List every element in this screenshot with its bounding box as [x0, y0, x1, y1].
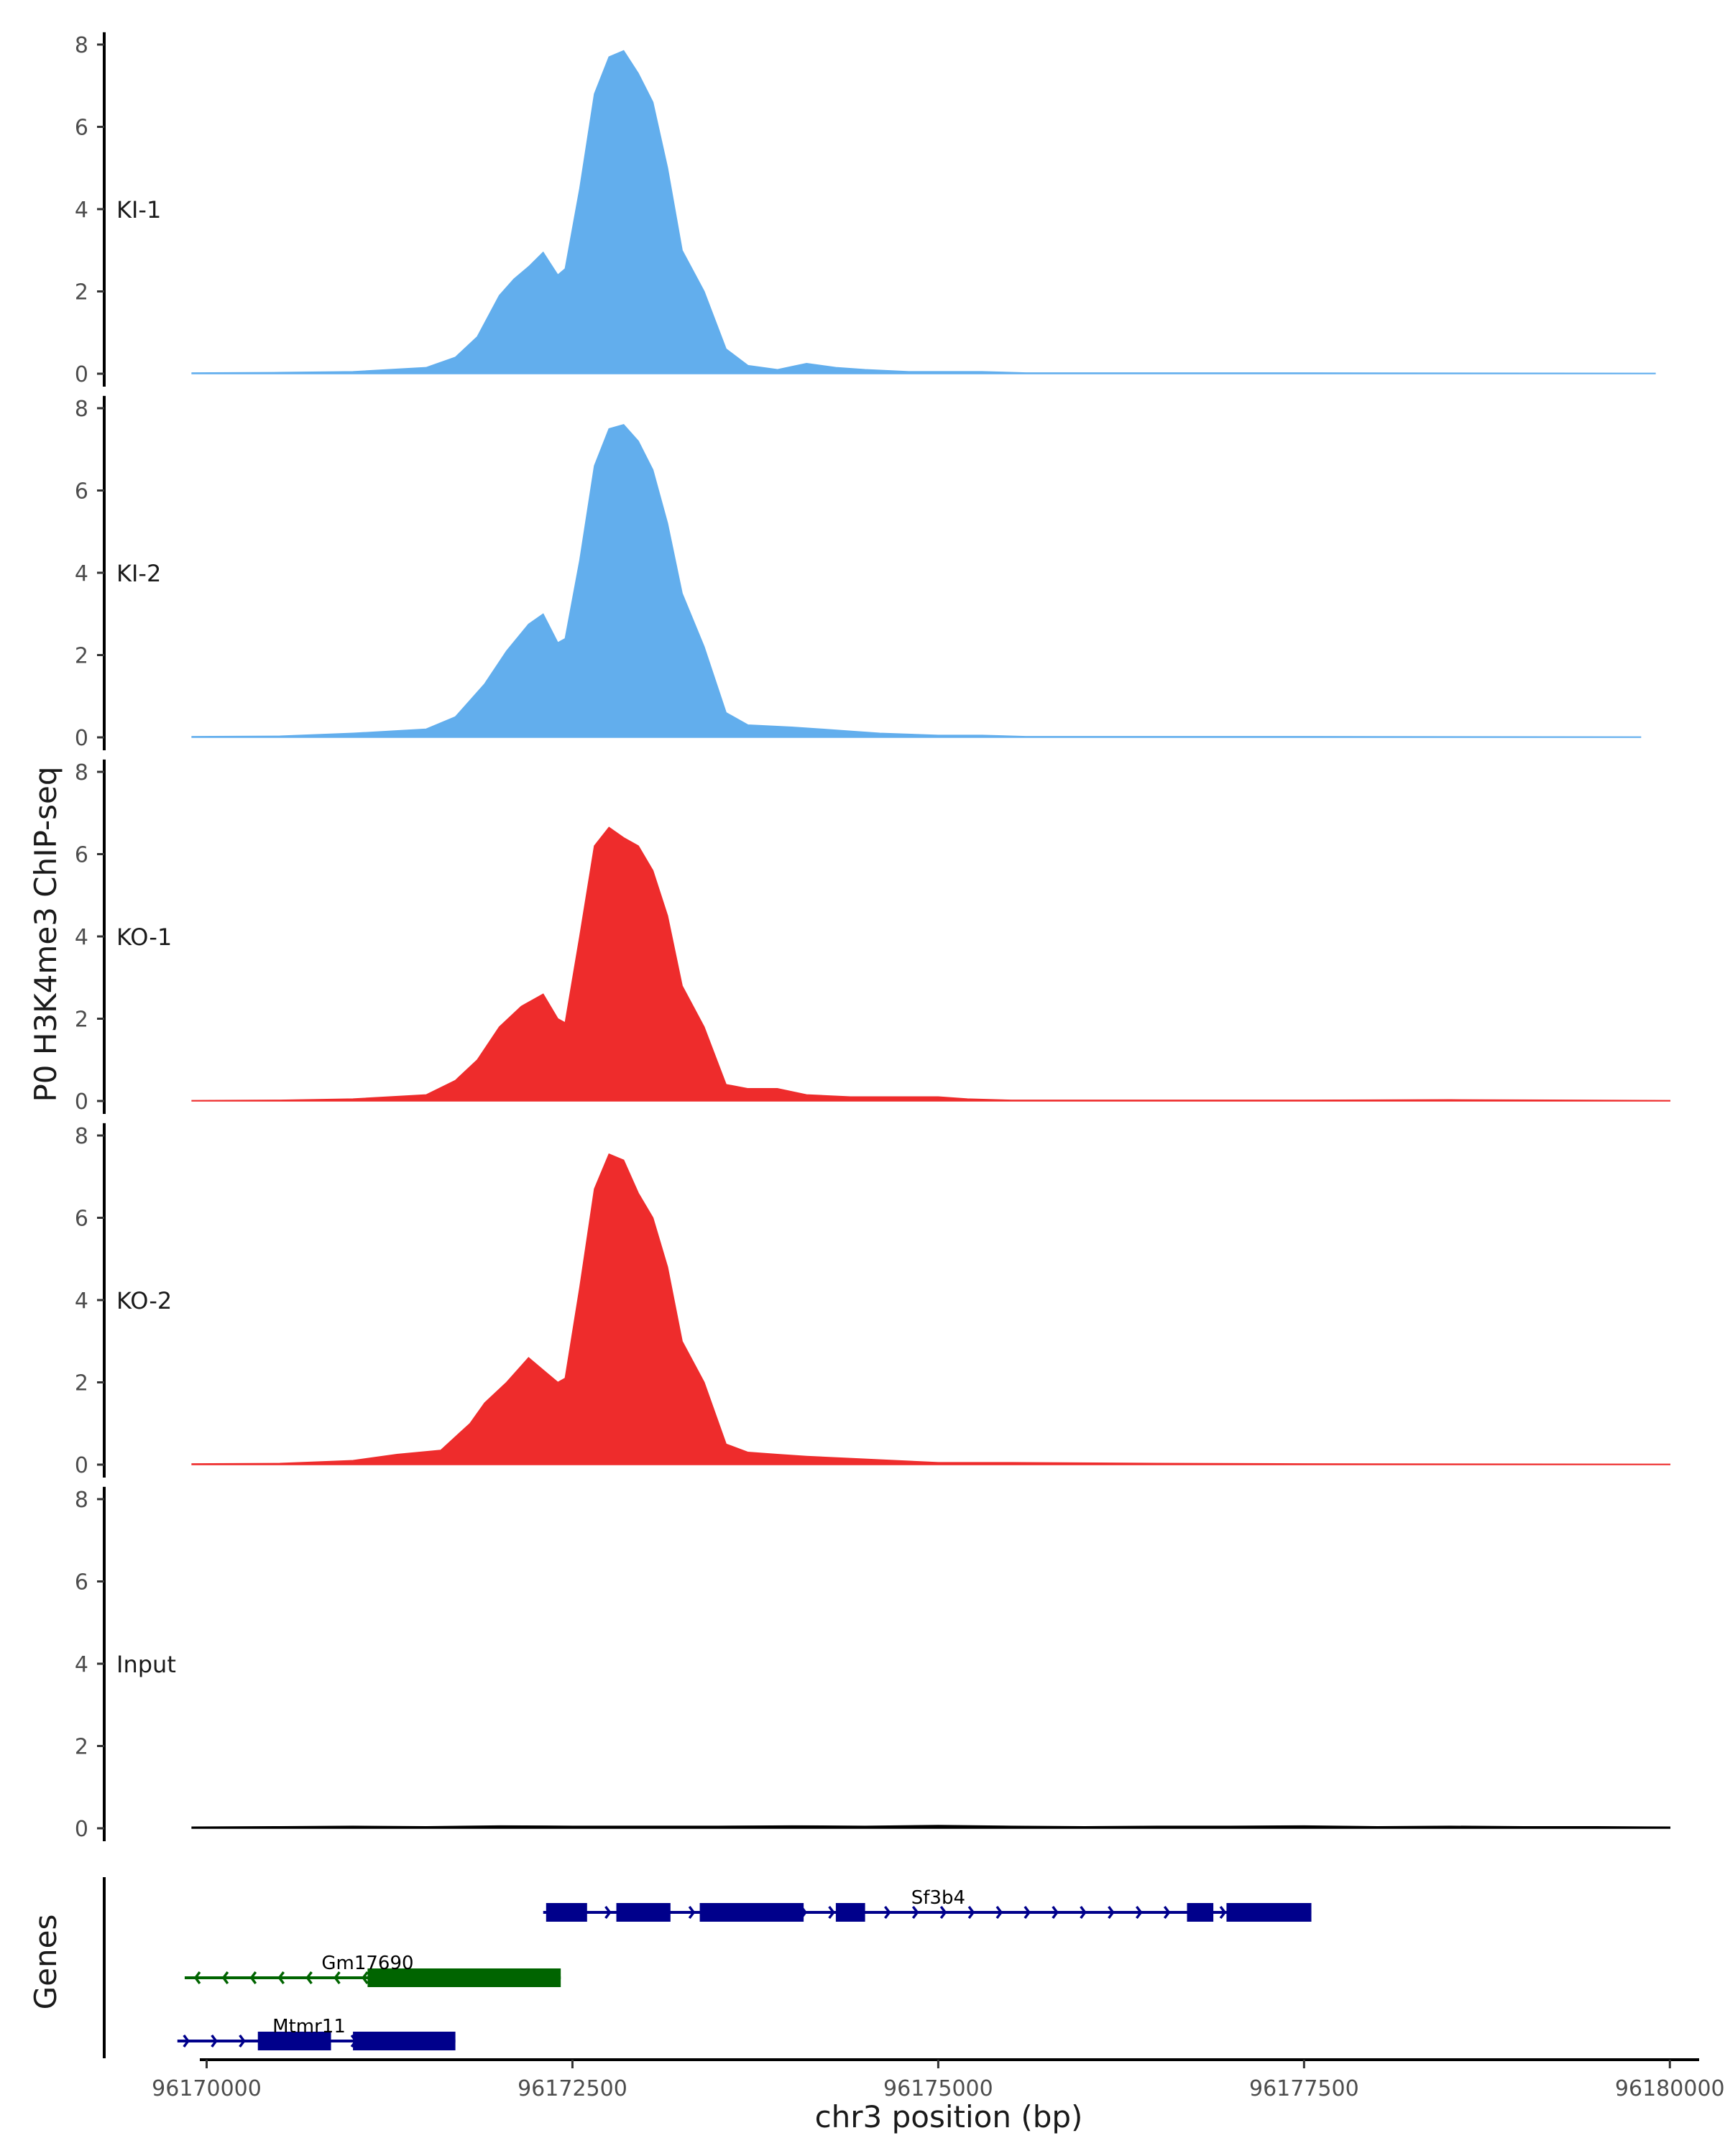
- strand-arrow: [277, 1971, 285, 1985]
- strand-arrow: [239, 2034, 246, 2048]
- x-tick-label: 96180000: [1615, 2076, 1725, 2101]
- coverage-tracks: 0 2 4 6 8 KI-1 0 2 4 6 8 KI-2 0 2 4 6 8 KO-1 0 2 4 6 8 KO-2 0 2 4 6…: [75, 32, 1671, 1842]
- track-label: KO-2: [116, 1287, 172, 1314]
- track-ki-2: 0 2 4 6 8 KI-2: [75, 395, 1642, 751]
- y-tick-label: 8: [75, 397, 88, 422]
- coverage-area-ko-1: [191, 826, 1671, 1102]
- gene-label: Mtmr11: [272, 2016, 346, 2037]
- exon-block: [257, 2032, 331, 2050]
- strand-arrow: [995, 1905, 1003, 1920]
- genes-panel: Sf3b4 Gm17690 Mtmr11: [103, 1877, 1312, 2058]
- y-tick-label: 2: [75, 280, 88, 305]
- strand-arrow: [1024, 1905, 1031, 1920]
- track-label: KI-1: [116, 196, 161, 224]
- y-tick-label: 2: [75, 644, 88, 669]
- track-label: KO-1: [116, 923, 172, 951]
- y-tick-label: 6: [75, 1570, 88, 1595]
- strand-arrow: [939, 1905, 947, 1920]
- strand-arrow: [967, 1905, 975, 1920]
- exon-block: [699, 1903, 804, 1922]
- y-tick-label: 4: [75, 1652, 88, 1677]
- y-tick-label: 0: [75, 1453, 88, 1478]
- y-tick-label: 2: [75, 1735, 88, 1760]
- strand-arrow: [183, 2034, 190, 2048]
- track-ko-1: 0 2 4 6 8 KO-1: [75, 759, 1671, 1115]
- gene-sf3b4: Sf3b4: [543, 1887, 1312, 1922]
- strand-arrow: [1108, 1905, 1115, 1920]
- coverage-area-ki-1: [191, 50, 1656, 374]
- x-axis-title: chr3 position (bp): [815, 2099, 1083, 2134]
- y-tick-label: 8: [75, 33, 88, 58]
- y-axis-title: P0 H3K4me3 ChIP-seq: [28, 766, 63, 1102]
- y-tick-label: 0: [75, 362, 88, 387]
- genes-axis-title: Genes: [28, 1915, 63, 2010]
- y-tick-label: 8: [75, 1124, 88, 1149]
- gene-mtmr11: Mtmr11: [177, 2016, 456, 2050]
- coverage-area-input: [191, 1825, 1671, 1829]
- exon-block: [616, 1903, 671, 1922]
- y-tick-label: 4: [75, 925, 88, 950]
- x-tick-label: 96170000: [152, 2076, 262, 2101]
- y-tick-label: 6: [75, 116, 88, 141]
- strand-arrow: [1163, 1905, 1171, 1920]
- y-tick-label: 0: [75, 1817, 88, 1842]
- exon-block: [1187, 1903, 1214, 1922]
- y-tick-label: 6: [75, 1207, 88, 1232]
- y-tick-label: 0: [75, 726, 88, 751]
- strand-arrow: [211, 2034, 218, 2048]
- track-ki-1: 0 2 4 6 8 KI-1: [75, 32, 1656, 387]
- strand-arrow: [1052, 1905, 1059, 1920]
- strand-arrow: [911, 1905, 919, 1920]
- strand-arrow: [221, 1971, 229, 1985]
- x-tick-label: 96177500: [1249, 2076, 1359, 2101]
- gene-label: Sf3b4: [911, 1887, 965, 1909]
- coverage-area-ki-2: [191, 424, 1642, 738]
- strand-arrow: [305, 1971, 313, 1985]
- y-tick-label: 6: [75, 843, 88, 868]
- strand-arrow: [1136, 1905, 1143, 1920]
- y-tick-label: 2: [75, 1371, 88, 1396]
- exon-block: [546, 1903, 587, 1922]
- strand-arrow: [334, 1971, 341, 1985]
- exon-block: [1226, 1903, 1312, 1922]
- x-axis: 96170000 96172500 96175000 96177500 96180000: [152, 2058, 1725, 2101]
- exon-block: [835, 1903, 865, 1922]
- track-label: KI-2: [116, 560, 161, 587]
- strand-arrow: [604, 1905, 612, 1920]
- x-tick-label: 96175000: [883, 2076, 993, 2101]
- y-tick-label: 4: [75, 561, 88, 586]
- strand-arrow: [688, 1905, 696, 1920]
- track-input: 0 2 4 6 8 Input: [75, 1486, 1671, 1842]
- y-tick-label: 4: [75, 1289, 88, 1314]
- track-label: Input: [116, 1651, 176, 1678]
- gene-label: Gm17690: [321, 1953, 413, 1974]
- strand-arrow: [1080, 1905, 1087, 1920]
- strand-arrow: [884, 1905, 891, 1920]
- strand-arrow: [362, 1971, 369, 1985]
- strand-arrow: [193, 1971, 201, 1985]
- x-tick-label: 96172500: [518, 2076, 627, 2101]
- y-tick-label: 6: [75, 479, 88, 505]
- y-tick-label: 8: [75, 760, 88, 786]
- strand-arrow: [249, 1971, 257, 1985]
- y-tick-label: 4: [75, 198, 88, 223]
- coverage-area-ko-2: [191, 1153, 1671, 1465]
- strand-arrow: [1219, 1905, 1227, 1920]
- exon-block: [353, 2032, 456, 2050]
- y-tick-label: 8: [75, 1488, 88, 1513]
- strand-arrow: [828, 1905, 835, 1920]
- y-tick-label: 0: [75, 1089, 88, 1115]
- exon-block: [367, 1968, 561, 1987]
- track-ko-2: 0 2 4 6 8 KO-2: [75, 1123, 1671, 1478]
- y-tick-label: 2: [75, 1008, 88, 1033]
- gene-gm17690: Gm17690: [184, 1953, 561, 1987]
